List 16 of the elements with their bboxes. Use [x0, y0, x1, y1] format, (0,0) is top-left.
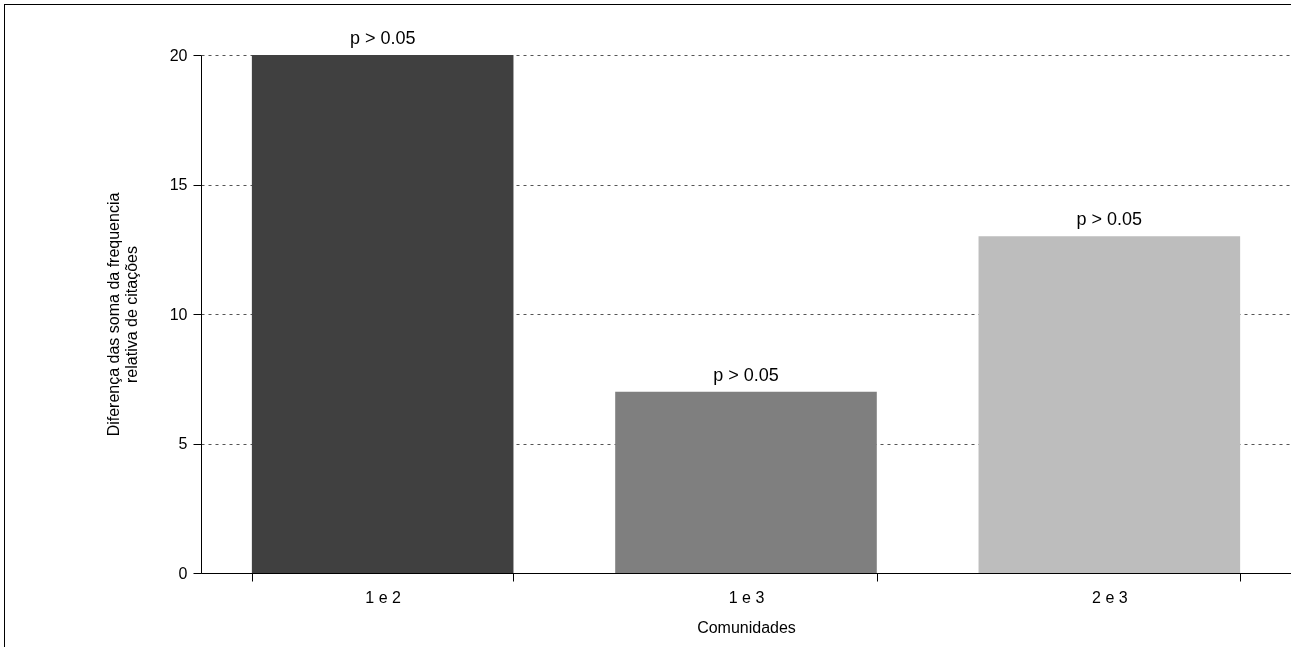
y-tick-label: 5 — [178, 435, 188, 452]
x-axis-title: Comunidades — [697, 618, 796, 636]
annotation: p > 0.05 — [1076, 209, 1143, 230]
y-tick-label: 0 — [178, 564, 188, 582]
x-tick-label: 2 e 3 — [1092, 588, 1128, 606]
y-tick-label: 15 — [169, 176, 188, 193]
y-axis-title: Diferença das soma da frequencia relativa de citações — [104, 192, 140, 437]
bar — [615, 391, 877, 573]
bar — [978, 236, 1241, 573]
x-tick-label: 1 e 3 — [728, 588, 765, 606]
y-tick-label: 20 — [169, 46, 188, 64]
bar — [251, 55, 514, 573]
annotation: p > 0.05 — [349, 28, 416, 48]
y-tick-label: 10 — [169, 305, 188, 323]
annotation: p > 0.05 — [713, 364, 779, 385]
x-tick-label: 1 e 2 — [365, 588, 402, 606]
